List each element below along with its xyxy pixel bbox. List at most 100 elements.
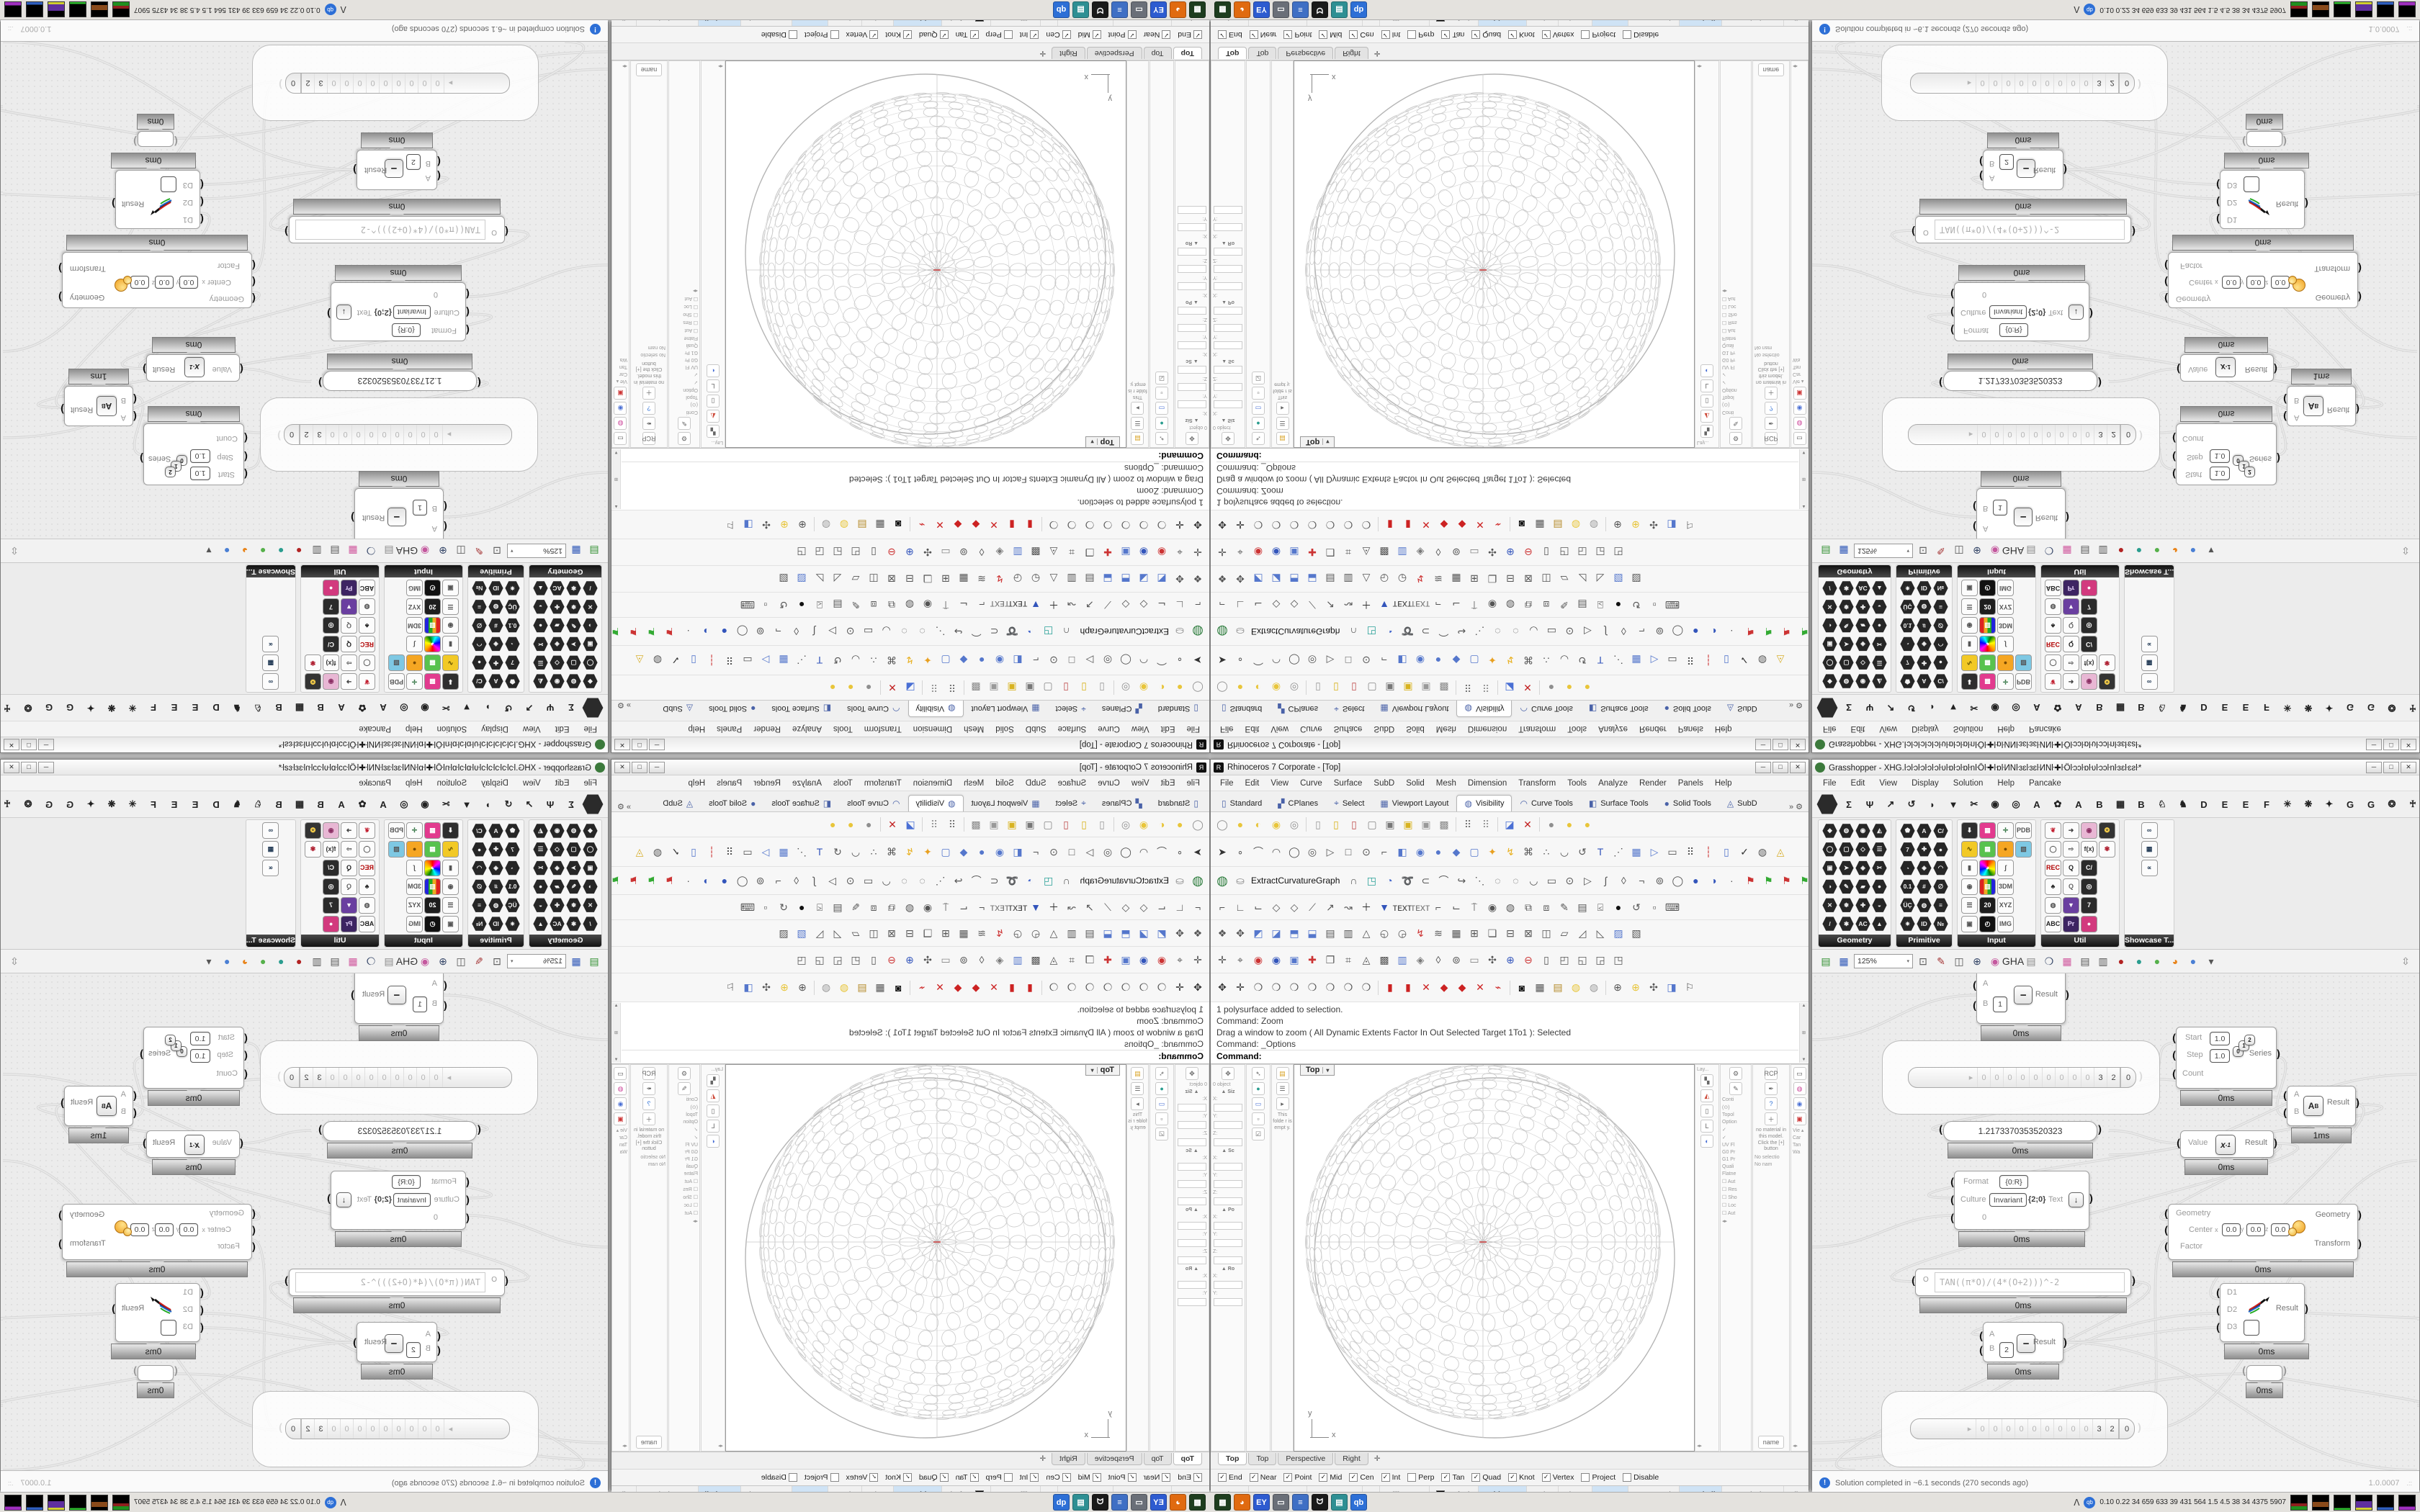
toolbar-icon[interactable]: ▱ — [1560, 927, 1569, 939]
command-scrollbar[interactable]: ▲ ⊞ ▼ — [612, 449, 621, 509]
gh-plugin-tab-3[interactable]: ↺ — [504, 798, 513, 809]
panel-icon[interactable]: ➴ — [1252, 432, 1265, 445]
slider-digit[interactable]: 0 — [380, 1419, 393, 1439]
input-port-d1[interactable]: ( — [198, 1287, 205, 1300]
component-icon[interactable]: Q — [2063, 635, 2079, 652]
toolbar-icon[interactable]: ∩ — [1062, 875, 1070, 886]
toolbar-icon[interactable]: ◆ — [1458, 981, 1466, 993]
toolbar-icon[interactable]: ◠ — [1139, 654, 1149, 667]
command-prompt[interactable]: Command: — [1216, 450, 1798, 462]
d3-value-box[interactable] — [161, 176, 176, 192]
toolbar-icon[interactable]: ⚐ — [1685, 519, 1695, 531]
component-icon[interactable]: ✎ — [566, 618, 581, 633]
field-input[interactable] — [1178, 307, 1206, 315]
gh-plugin-tab-15[interactable]: ♘ — [2158, 703, 2166, 714]
component-icon[interactable]: / — [1822, 917, 1837, 931]
toolbar-icon[interactable]: ❏ — [923, 573, 933, 585]
component-icon[interactable]: ✚ — [1917, 842, 1932, 857]
component-icon[interactable]: XYZ — [406, 896, 423, 914]
toolbar-icon[interactable]: ⌘ — [887, 845, 897, 858]
component-icon[interactable]: № — [472, 580, 487, 595]
output-port-result[interactable]: ) — [2354, 402, 2361, 415]
maximize-button[interactable]: □ — [21, 761, 37, 773]
small-node[interactable]: ( ) — [2241, 1364, 2288, 1381]
gh-menu-item-display[interactable]: Display — [481, 778, 508, 788]
slider-digit[interactable]: 2 — [302, 73, 315, 93]
slider-digit[interactable]: 0 — [2042, 425, 2055, 444]
gh-titlebar[interactable]: Grasshopper - XHG.ŀɔŀɔŀɔŀɔŀɔŀʋŀɒŀɔŀɒŀnŀÖ… — [1812, 737, 2419, 752]
osnap-toggle-end[interactable]: ✓ End — [1178, 30, 1202, 39]
toolbar-icon[interactable]: ◺ — [815, 573, 824, 585]
field-input[interactable] — [1214, 1197, 1242, 1205]
menu-item-view[interactable]: View — [1270, 724, 1289, 734]
slider-digit[interactable]: 0 — [2040, 73, 2053, 93]
component-icon[interactable]: REC — [359, 635, 375, 652]
component-icon[interactable]: ◒ — [1872, 898, 1887, 912]
toolbar-icon[interactable]: ▮ — [1027, 519, 1033, 531]
component-icon[interactable]: ◴ — [424, 580, 441, 597]
checkbox[interactable]: ✓ — [939, 30, 949, 39]
toolbar-icon[interactable]: ⌒ — [971, 875, 982, 886]
material-icon[interactable]: ? — [1765, 1097, 1778, 1110]
toolbar-tab-curve-tools[interactable]: ◠ Curve Tools — [1512, 795, 1580, 811]
toolbar-icon[interactable]: ▦ — [779, 845, 789, 858]
panel-section-label[interactable]: ▲ Po — [1186, 1207, 1198, 1212]
toolbar-icon[interactable]: ⬓ — [1307, 573, 1317, 585]
toolbar-icon[interactable]: ◆ — [954, 981, 962, 993]
component-icon[interactable]: ▦ — [1979, 841, 1996, 858]
toolbar-icon[interactable]: ✕ — [1476, 981, 1484, 993]
toolbar-icon[interactable]: ❍ — [1049, 519, 1059, 531]
component-icon[interactable]: ⬇ — [1961, 672, 1978, 690]
toolbar-icon[interactable]: ◉ — [1487, 901, 1497, 913]
input-port-start[interactable]: ( — [242, 1032, 249, 1045]
component-icon[interactable]: ▢ — [1839, 655, 1854, 670]
settings-icon[interactable]: ⚙ — [678, 432, 691, 445]
toolbar-icon[interactable]: ⊙ — [1362, 654, 1371, 667]
menu-item-tools[interactable]: Tools — [833, 724, 853, 734]
input-port-d2[interactable]: ( — [2215, 195, 2222, 208]
digit-scroller-slider[interactable]: ▸ 0 0 0 0 0 0 0 0 0 3 2 0 — [1908, 1067, 2136, 1088]
gh-plugin-tab-23[interactable]: ✦ — [2325, 798, 2334, 809]
toolbar-icon[interactable]: ◉ — [1139, 818, 1149, 830]
slider-digit[interactable]: 0 — [326, 425, 339, 444]
slider-digit[interactable]: 2 — [2107, 1068, 2120, 1087]
toolbar-tab-curve-tools[interactable]: ◠ Curve Tools — [839, 795, 908, 811]
component-icon[interactable]: A — [488, 823, 503, 838]
toolbar-icon[interactable]: ◳ — [797, 546, 807, 559]
toolbar-icon[interactable]: ✣ — [923, 953, 932, 966]
material-icon[interactable]: RCP — [642, 1067, 656, 1080]
component-icon[interactable]: 7 — [505, 655, 520, 670]
component-icon[interactable]: ◉ — [1855, 824, 1870, 838]
toolbar-icon[interactable]: □ — [1068, 654, 1075, 666]
toolbar-icon[interactable]: ▥ — [1343, 573, 1353, 585]
input-port-value[interactable]: ( — [238, 1137, 245, 1150]
component-icon[interactable]: ✛ — [406, 672, 423, 690]
osnap-toggle-project[interactable]: Project — [1581, 30, 1615, 39]
slider-digit[interactable]: 0 — [2002, 1419, 2015, 1439]
toolbar-icon[interactable]: ◌ — [1494, 875, 1501, 886]
gh-toolbar-icon[interactable]: ● — [2154, 545, 2161, 557]
toolbar-icon[interactable]: ≋ — [977, 927, 986, 939]
component-icon[interactable]: ▢ — [1839, 842, 1854, 857]
toolbar-tab-viewport-layout[interactable]: ▦ Viewport Layout — [964, 795, 1048, 811]
toolbar-icon[interactable]: ◇ — [1290, 901, 1299, 913]
toolbar-icon[interactable]: ∘ — [1176, 654, 1183, 667]
toolbar-icon[interactable]: ¬ — [1639, 626, 1645, 637]
toolbar-icon[interactable]: ᴛᴇxᴛ — [1008, 901, 1028, 913]
gh-plugin-tab-21[interactable]: ✳ — [128, 798, 137, 809]
expression-text[interactable]: TAN((π*O)/(4*(O+2)))^-2 — [1935, 220, 2125, 240]
component-icon[interactable]: ❅ — [1839, 898, 1854, 912]
toolbar-icon[interactable]: ✛ — [1193, 953, 1202, 966]
toolbar-icon[interactable]: ⌨ — [740, 901, 756, 913]
panel-icon[interactable]: ☑ — [1252, 1128, 1265, 1140]
toolbar-icon[interactable]: ▧ — [1631, 573, 1641, 585]
gh-plugin-tab-14[interactable]: B — [2138, 798, 2145, 810]
save-file-icon[interactable]: ▦ — [1839, 955, 1849, 967]
toolbar-icon[interactable]: ❍ — [1121, 981, 1131, 993]
component-icon[interactable]: Pr — [2063, 915, 2079, 932]
material-icon[interactable]: ? — [642, 402, 655, 415]
component-icon[interactable]: ✕ — [583, 898, 598, 913]
material-icon[interactable]: ＋ — [1765, 387, 1778, 400]
toolbar-icon[interactable]: ⊟ — [905, 573, 914, 585]
menu-item-mesh[interactable]: Mesh — [964, 724, 985, 734]
